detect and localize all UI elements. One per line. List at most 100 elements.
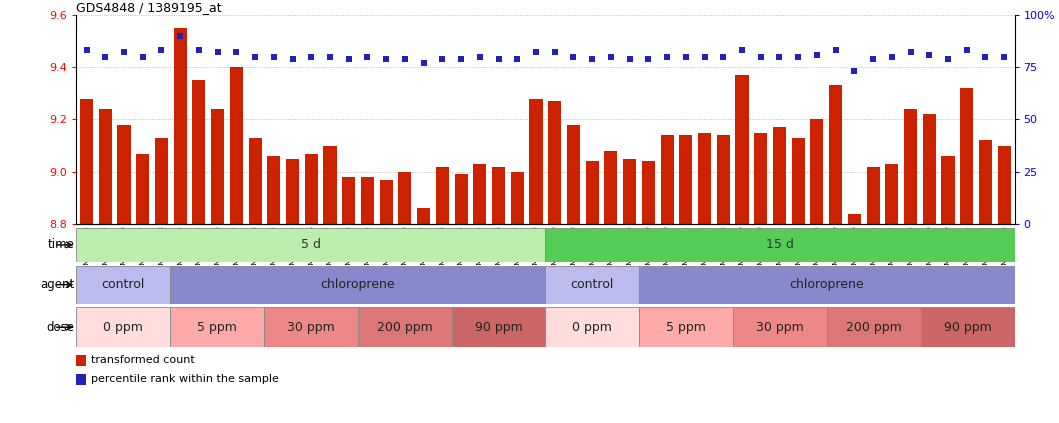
Text: 30 ppm: 30 ppm <box>756 321 804 334</box>
Bar <box>193 80 205 224</box>
Bar <box>698 132 712 224</box>
Bar <box>922 114 936 224</box>
Bar <box>530 99 542 224</box>
Point <box>508 55 525 62</box>
Point <box>603 53 620 60</box>
Point <box>883 53 900 60</box>
Point <box>584 55 600 62</box>
Point <box>939 55 956 62</box>
Text: 5 ppm: 5 ppm <box>666 321 706 334</box>
Point <box>471 53 488 60</box>
Point <box>546 49 563 56</box>
Bar <box>567 125 580 224</box>
Point <box>78 47 95 54</box>
Text: dose: dose <box>47 321 74 334</box>
Bar <box>155 138 168 224</box>
Bar <box>76 266 170 304</box>
Point <box>659 53 676 60</box>
Bar <box>323 146 337 224</box>
Bar <box>361 177 374 224</box>
Bar <box>545 266 640 304</box>
Bar <box>80 99 93 224</box>
Point <box>322 53 339 60</box>
Point <box>359 53 376 60</box>
Bar <box>642 161 654 224</box>
Point <box>622 55 639 62</box>
Bar <box>286 159 299 224</box>
Bar <box>733 307 827 347</box>
Bar <box>342 177 356 224</box>
Point <box>734 47 751 54</box>
Point <box>452 55 469 62</box>
Text: 30 ppm: 30 ppm <box>287 321 335 334</box>
Bar <box>640 266 1015 304</box>
Text: 90 ppm: 90 ppm <box>944 321 991 334</box>
Bar <box>473 164 486 224</box>
Bar <box>118 125 130 224</box>
Bar <box>998 146 1010 224</box>
Bar <box>961 88 973 224</box>
Text: control: control <box>571 278 614 291</box>
Bar <box>211 109 225 224</box>
Bar <box>264 307 358 347</box>
Bar <box>76 228 545 262</box>
Bar <box>941 156 954 224</box>
Bar <box>735 75 749 224</box>
Text: agent: agent <box>40 278 74 291</box>
Point <box>152 47 169 54</box>
Point <box>191 47 208 54</box>
Bar <box>920 307 1015 347</box>
Point <box>864 55 881 62</box>
Point <box>846 68 863 75</box>
Bar <box>98 109 112 224</box>
Bar <box>979 140 992 224</box>
Bar <box>545 228 1015 262</box>
Point <box>210 49 227 56</box>
Bar <box>249 138 262 224</box>
Point <box>415 60 432 66</box>
Bar <box>679 135 693 224</box>
Bar <box>623 159 636 224</box>
Bar <box>586 161 598 224</box>
Bar <box>137 154 149 224</box>
Point <box>902 49 919 56</box>
Bar <box>866 167 880 224</box>
Bar <box>605 151 617 224</box>
Point <box>771 53 788 60</box>
Bar <box>827 307 920 347</box>
Text: 5 d: 5 d <box>301 239 321 251</box>
Point <box>303 53 320 60</box>
Point <box>977 53 994 60</box>
Bar <box>398 172 412 224</box>
Bar <box>417 209 430 224</box>
Point <box>715 53 732 60</box>
Text: percentile rank within the sample: percentile rank within the sample <box>91 374 280 384</box>
Text: 200 ppm: 200 ppm <box>377 321 432 334</box>
Point <box>266 53 283 60</box>
Point <box>228 49 245 56</box>
Text: 15 d: 15 d <box>766 239 794 251</box>
Bar <box>829 85 842 224</box>
Point <box>115 49 132 56</box>
Bar <box>305 154 318 224</box>
Bar <box>510 172 524 224</box>
Point <box>134 53 151 60</box>
Bar <box>230 67 243 224</box>
Point <box>678 53 695 60</box>
Text: 90 ppm: 90 ppm <box>474 321 522 334</box>
Point <box>921 51 938 58</box>
Bar <box>170 307 264 347</box>
Bar <box>379 180 393 224</box>
Point <box>995 53 1012 60</box>
Bar <box>640 307 733 347</box>
Bar <box>549 101 561 224</box>
Bar <box>76 307 170 347</box>
Text: 0 ppm: 0 ppm <box>572 321 612 334</box>
Point <box>340 55 357 62</box>
Bar <box>661 135 674 224</box>
Text: transformed count: transformed count <box>91 355 195 365</box>
Point <box>378 55 395 62</box>
Bar <box>454 174 468 224</box>
Bar <box>76 355 86 366</box>
Bar <box>885 164 898 224</box>
